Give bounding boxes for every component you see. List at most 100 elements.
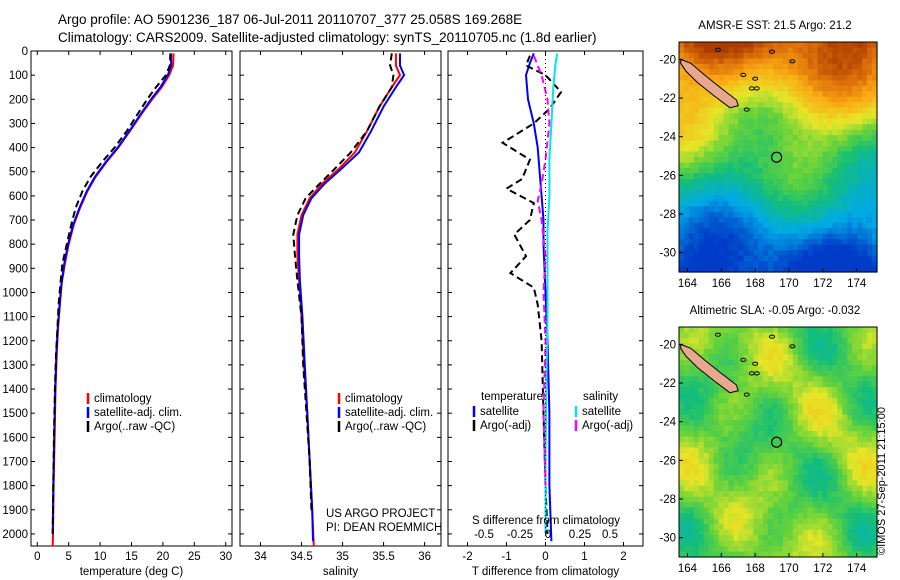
- sst-map-cell: [842, 85, 848, 92]
- sla-map-cell: [792, 502, 799, 509]
- sst-map-cell: [827, 250, 834, 257]
- sla-map-cell: [703, 343, 710, 350]
- sst-map-cell: [679, 80, 685, 87]
- sla-map-cell: [708, 327, 715, 334]
- sla-map-cell: [723, 469, 730, 476]
- sst-map-cell: [802, 195, 809, 202]
- sla-map-cell: [802, 524, 809, 531]
- sst-map-cell: [817, 52, 824, 60]
- sla-map-cell: [837, 507, 843, 514]
- sst-map-cell: [748, 206, 754, 213]
- sst-map-cell: [738, 233, 744, 240]
- sst-map-cell: [703, 140, 710, 147]
- sst-map-cell: [758, 233, 764, 240]
- sla-map-cell: [693, 452, 700, 460]
- sla-map-cell: [718, 398, 725, 405]
- sst-map-cell: [802, 129, 809, 136]
- sla-map-cell: [713, 485, 720, 492]
- sla-map-cell: [723, 348, 730, 355]
- sst-map-cell: [802, 206, 809, 213]
- sla-map-cell: [872, 348, 878, 355]
- sst-map-cell: [872, 206, 878, 213]
- sla-map-cell: [683, 403, 690, 410]
- sla-map-cell: [703, 513, 710, 520]
- sst-map-cell: [758, 80, 764, 87]
- sla-map-cell: [698, 496, 705, 503]
- sst-map-cell: [718, 151, 725, 158]
- sst-map-cell: [773, 47, 779, 54]
- sla-map-cell: [708, 403, 715, 410]
- sla-map-cell: [733, 452, 739, 460]
- sla-map-cell: [768, 365, 774, 372]
- sst-map-cell: [763, 157, 769, 164]
- sst-map-cell: [758, 250, 764, 257]
- sla-map-cell: [728, 447, 735, 454]
- sla-map-cell: [862, 381, 868, 388]
- sla-map-cell: [862, 485, 868, 492]
- sla-map-cell: [733, 496, 739, 503]
- sla-map-cell: [867, 436, 873, 443]
- sst-map-cell: [723, 266, 730, 273]
- sla-map-cell: [802, 540, 809, 547]
- sla-map-cell: [728, 376, 735, 383]
- sla-map-cell: [782, 425, 789, 432]
- sst-map-cell: [802, 58, 809, 65]
- sst-map-cell: [688, 80, 695, 87]
- sst-map-cell: [817, 151, 824, 158]
- sla-island: [743, 392, 750, 397]
- sst-map-cell: [842, 118, 848, 125]
- sst-map-cell: [728, 200, 735, 207]
- sst-map-cell: [703, 173, 710, 180]
- sla-map-cell: [797, 392, 804, 399]
- us-argo-project-text: US ARGO PROJECT: [326, 508, 435, 520]
- sst-map-cell: [758, 228, 764, 235]
- sst-map-cell: [748, 157, 754, 164]
- sst-map-cell: [827, 96, 834, 103]
- sst-map-cell: [787, 255, 794, 262]
- sst-map-cell: [723, 74, 730, 81]
- sst-map-cell: [812, 102, 819, 109]
- sst-map-cell: [802, 244, 809, 251]
- sla-map-cell: [733, 370, 739, 377]
- sst-map-cell: [703, 157, 710, 164]
- sst-map-cell: [787, 58, 794, 65]
- sst-map-cell: [748, 211, 754, 218]
- sla-map-cell: [827, 337, 834, 345]
- sst-map-cell: [708, 107, 715, 114]
- sst-map-cell: [773, 69, 779, 76]
- sst-map-cell: [698, 85, 705, 92]
- sst-map-cell: [817, 217, 824, 224]
- sla-map-cell: [753, 458, 759, 465]
- sla-map-cell: [753, 496, 759, 503]
- sla-map-cell: [817, 398, 824, 405]
- sla-map-cell: [822, 359, 829, 366]
- sla-map-cell: [872, 513, 878, 520]
- sla-map-cell: [743, 502, 749, 509]
- sst-map-cell: [797, 239, 804, 246]
- sst-map-cell: [778, 184, 784, 191]
- sst-map-cell: [787, 195, 794, 202]
- sst-map-cell: [782, 244, 789, 251]
- sla-map-cell: [758, 474, 764, 481]
- sst-map-cell: [748, 250, 754, 257]
- sst-map-cell: [787, 162, 794, 169]
- sla-map-cell: [698, 332, 705, 339]
- sla-map-cell: [738, 458, 744, 465]
- sst-map-cell: [723, 42, 730, 49]
- sst-map-cell: [797, 140, 804, 147]
- sla-map-cell: [708, 398, 715, 405]
- sst-map-cell: [867, 233, 873, 240]
- sla-map-cell: [862, 392, 868, 399]
- sst-map-cell: [827, 195, 834, 202]
- sla-map-cell: [738, 496, 744, 503]
- sst-map-cell: [857, 69, 863, 76]
- sla-map-cell: [753, 463, 759, 470]
- sla-map-cell: [738, 398, 744, 405]
- sst-map-cell: [817, 244, 824, 251]
- sla-map-cell: [768, 348, 774, 355]
- sla-map-cell: [713, 354, 720, 361]
- sst-map-cell: [738, 74, 744, 81]
- sst-map-cell: [837, 74, 843, 81]
- sst-map-cell: [847, 113, 853, 120]
- difference-series-line: [500, 55, 563, 534]
